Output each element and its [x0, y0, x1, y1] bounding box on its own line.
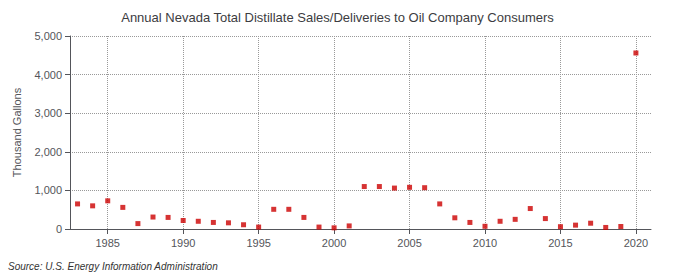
svg-text:2010: 2010: [473, 237, 497, 249]
svg-text:2,000: 2,000: [34, 146, 62, 158]
svg-text:4,000: 4,000: [34, 69, 62, 81]
svg-text:2015: 2015: [548, 237, 572, 249]
svg-text:5,000: 5,000: [34, 30, 62, 42]
svg-text:0: 0: [56, 223, 62, 235]
svg-text:1,000: 1,000: [34, 184, 62, 196]
svg-text:1995: 1995: [246, 237, 270, 249]
svg-text:1985: 1985: [95, 237, 119, 249]
svg-text:Source: U.S. Energy Informatio: Source: U.S. Energy Information Administ…: [8, 261, 218, 272]
svg-text:2005: 2005: [397, 237, 421, 249]
svg-text:2020: 2020: [624, 237, 648, 249]
svg-text:Thousand Gallons: Thousand Gallons: [11, 87, 23, 177]
svg-text:1990: 1990: [171, 237, 195, 249]
svg-text:3,000: 3,000: [34, 107, 62, 119]
svg-text:Annual Nevada Total Distillate: Annual Nevada Total Distillate Sales/Del…: [121, 10, 554, 25]
svg-text:2000: 2000: [322, 237, 346, 249]
